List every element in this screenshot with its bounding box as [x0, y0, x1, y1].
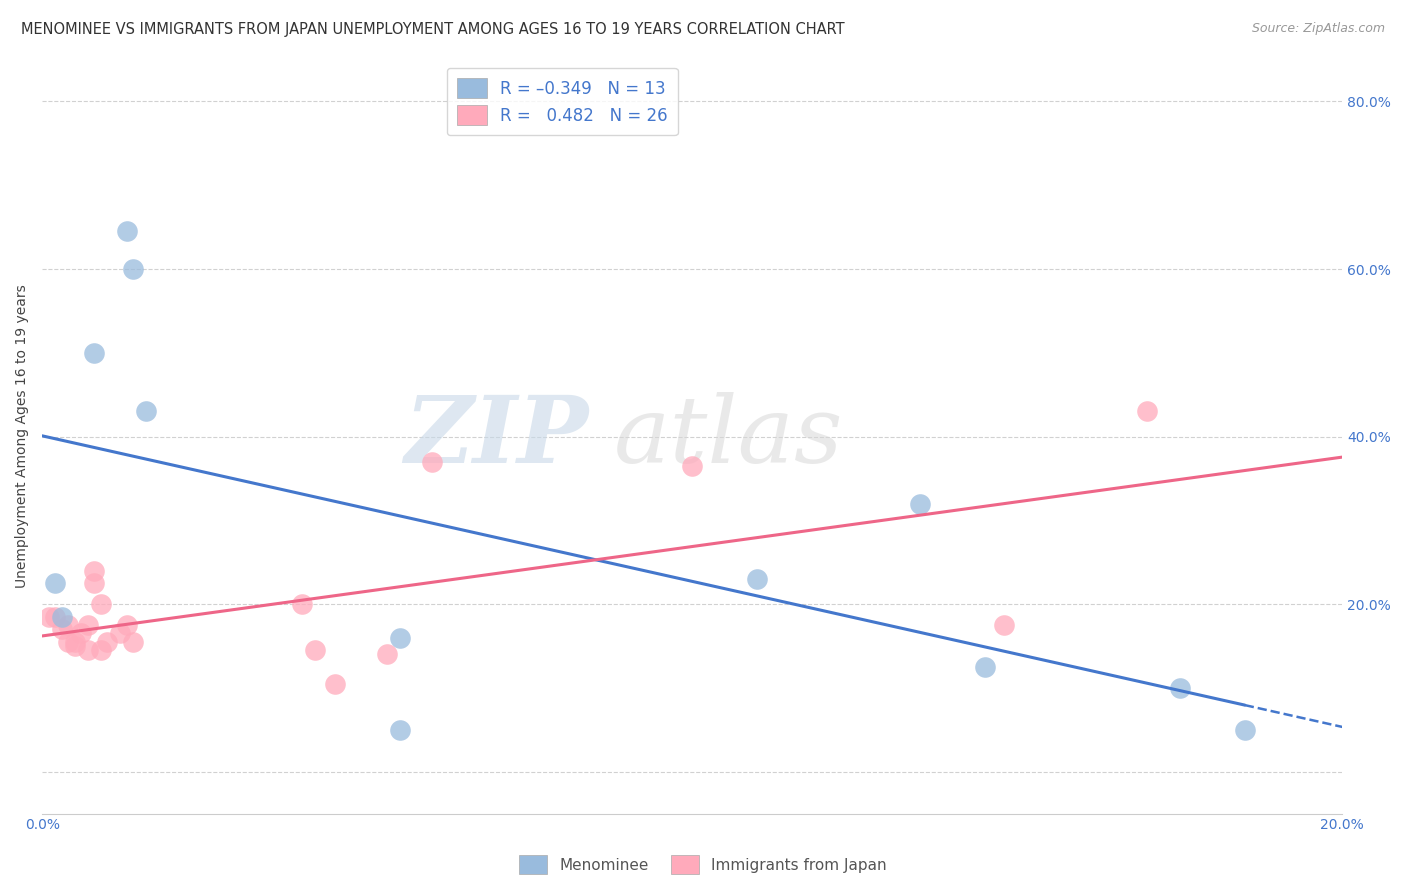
Point — [83, 564, 105, 578]
Point — [63, 639, 86, 653]
Point — [908, 497, 931, 511]
Text: ZIP: ZIP — [404, 392, 588, 482]
Point — [122, 262, 145, 277]
Point — [1136, 404, 1159, 418]
Point — [388, 631, 411, 645]
Point — [135, 404, 157, 418]
Point — [304, 643, 326, 657]
Point — [44, 576, 66, 591]
Legend: Menominee, Immigrants from Japan: Menominee, Immigrants from Japan — [513, 849, 893, 880]
Point — [1168, 681, 1191, 695]
Point — [70, 626, 93, 640]
Point — [83, 346, 105, 360]
Point — [388, 723, 411, 737]
Point — [973, 660, 995, 674]
Text: Source: ZipAtlas.com: Source: ZipAtlas.com — [1251, 22, 1385, 36]
Point — [747, 572, 769, 586]
Point — [51, 622, 73, 636]
Point — [108, 626, 131, 640]
Point — [122, 635, 145, 649]
Point — [681, 458, 703, 473]
Point — [63, 635, 86, 649]
Point — [51, 609, 73, 624]
Point — [993, 618, 1015, 632]
Point — [115, 618, 138, 632]
Point — [76, 643, 98, 657]
Point — [1233, 723, 1256, 737]
Point — [323, 676, 346, 690]
Legend: R = –0.349   N = 13, R =   0.482   N = 26: R = –0.349 N = 13, R = 0.482 N = 26 — [447, 68, 678, 136]
Y-axis label: Unemployment Among Ages 16 to 19 years: Unemployment Among Ages 16 to 19 years — [15, 285, 30, 589]
Text: atlas: atlas — [614, 392, 844, 482]
Point — [58, 618, 80, 632]
Point — [58, 635, 80, 649]
Point — [76, 618, 98, 632]
Point — [90, 643, 112, 657]
Point — [291, 597, 314, 611]
Text: MENOMINEE VS IMMIGRANTS FROM JAPAN UNEMPLOYMENT AMONG AGES 16 TO 19 YEARS CORREL: MENOMINEE VS IMMIGRANTS FROM JAPAN UNEMP… — [21, 22, 845, 37]
Point — [44, 609, 66, 624]
Point — [38, 609, 60, 624]
Point — [115, 224, 138, 238]
Point — [90, 597, 112, 611]
Point — [96, 635, 118, 649]
Point — [83, 576, 105, 591]
Point — [420, 455, 443, 469]
Point — [375, 648, 398, 662]
